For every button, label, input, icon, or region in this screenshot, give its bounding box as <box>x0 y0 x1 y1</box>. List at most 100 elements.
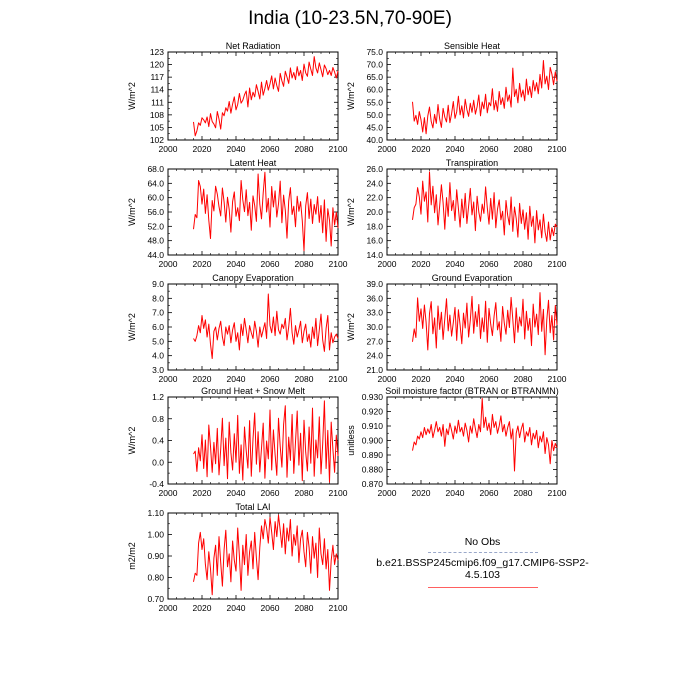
y-tick-label: 3.0 <box>152 365 164 375</box>
y-tick-label: 1.2 <box>152 392 164 402</box>
y-tick-label: 40.0 <box>366 135 383 145</box>
series-line-1 <box>193 293 339 360</box>
y-tick-label: 0.920 <box>362 407 384 417</box>
x-tick-label: 2060 <box>480 144 499 154</box>
y-axis-label: W/m^2 <box>127 82 137 110</box>
series-line-1 <box>193 171 339 252</box>
y-tick-label: 68.0 <box>147 164 164 174</box>
y-tick-label: 7.0 <box>152 308 164 318</box>
y-tick-label: -0.4 <box>149 479 164 489</box>
x-tick-label: 2080 <box>514 259 533 269</box>
y-tick-label: 56.0 <box>147 207 164 217</box>
y-tick-label: 27.0 <box>366 336 383 346</box>
y-tick-label: 0.90 <box>147 551 164 561</box>
y-tick-label: 102 <box>150 135 164 145</box>
y-axis-label: W/m^2 <box>127 427 137 455</box>
y-tick-label: 18.0 <box>366 221 383 231</box>
legend-model-line <box>427 587 538 588</box>
panel-title: Transpiration <box>446 158 498 168</box>
y-tick-label: 0.900 <box>362 436 384 446</box>
y-tick-label: 24.0 <box>366 178 383 188</box>
y-tick-label: 70.0 <box>366 60 383 70</box>
x-tick-label: 2020 <box>412 144 431 154</box>
y-tick-label: 16.0 <box>366 236 383 246</box>
x-tick-label: 2060 <box>480 259 499 269</box>
panel-title: Sensible Heat <box>444 41 501 51</box>
y-axis-label: W/m^2 <box>127 313 137 341</box>
x-tick-label: 2040 <box>227 144 246 154</box>
series-line-1 <box>412 171 558 244</box>
legend-obs-line <box>427 552 538 553</box>
y-tick-label: 0.70 <box>147 594 164 604</box>
x-tick-label: 2060 <box>261 488 280 498</box>
x-tick-label: 2000 <box>159 488 178 498</box>
x-tick-label: 2040 <box>227 603 246 613</box>
x-tick-label: 2100 <box>329 144 348 154</box>
x-tick-label: 2040 <box>446 144 465 154</box>
y-tick-label: 123 <box>150 47 164 57</box>
x-tick-label: 2000 <box>159 374 178 384</box>
x-tick-label: 2100 <box>548 488 567 498</box>
y-axis-label: W/m^2 <box>346 198 356 226</box>
y-tick-label: 44.0 <box>147 250 164 260</box>
x-tick-label: 2040 <box>227 488 246 498</box>
y-tick-label: 111 <box>151 97 164 107</box>
y-axis-label: W/m^2 <box>346 313 356 341</box>
x-tick-label: 2020 <box>412 259 431 269</box>
y-tick-label: 33.0 <box>366 308 383 318</box>
x-tick-label: 2020 <box>193 259 212 269</box>
y-tick-label: 0.890 <box>362 450 384 460</box>
chart-panel-3: Latent Heat 2000 2020 2040 2060 2080 2100 44.0 4… <box>127 158 348 269</box>
y-tick-label: 65.0 <box>366 72 383 82</box>
x-tick-label: 2020 <box>193 603 212 613</box>
x-tick-label: 2000 <box>159 259 178 269</box>
y-tick-label: 4.0 <box>152 351 164 361</box>
panel-title: Ground Heat + Snow Melt <box>201 386 305 396</box>
y-axis-label: m2/m2 <box>127 542 137 570</box>
x-tick-label: 2100 <box>329 259 348 269</box>
x-tick-label: 2080 <box>514 144 533 154</box>
y-tick-label: 6.0 <box>152 322 164 332</box>
y-tick-label: 14.0 <box>366 250 383 260</box>
y-axis-label: W/m^2 <box>346 82 356 110</box>
x-tick-label: 2040 <box>446 374 465 384</box>
x-tick-label: 2060 <box>261 603 280 613</box>
y-tick-label: 48.0 <box>147 236 164 246</box>
panel-title: Canopy Evaporation <box>212 273 294 283</box>
legend-model-label: b.e21.BSSP245cmip6.f09_g17.CMIP6-SSP2-4.… <box>376 557 589 581</box>
x-tick-label: 2040 <box>227 374 246 384</box>
legend-obs-label: No Obs <box>464 536 501 548</box>
x-tick-label: 2080 <box>514 488 533 498</box>
y-tick-label: 0.0 <box>152 457 164 467</box>
y-tick-label: 9.0 <box>152 279 164 289</box>
x-tick-label: 2000 <box>378 259 397 269</box>
y-tick-label: 21.0 <box>366 365 383 375</box>
y-tick-label: 0.80 <box>147 573 164 583</box>
y-tick-label: 0.930 <box>362 392 384 402</box>
y-tick-label: 64.0 <box>147 178 164 188</box>
series-line-1 <box>193 514 339 596</box>
y-tick-label: 1.10 <box>147 508 164 518</box>
y-tick-label: 75.0 <box>366 47 383 57</box>
x-tick-label: 2100 <box>329 488 348 498</box>
y-tick-label: 5.0 <box>152 336 164 346</box>
y-tick-label: 26.0 <box>366 164 383 174</box>
legend: No Obs b.e21.BSSP245cmip6.f09_g17.CMIP6-… <box>360 532 605 588</box>
y-tick-label: 45.0 <box>366 122 383 132</box>
y-tick-label: 120 <box>150 60 164 70</box>
chart-panel-2: Sensible Heat 2000 2020 2040 2060 2080 2100 40.… <box>346 41 567 154</box>
chart-panel-7: Ground Heat + Snow Melt 2000 2020 2040 2060 2… <box>127 386 348 498</box>
x-tick-label: 2060 <box>480 374 499 384</box>
x-tick-label: 2000 <box>378 488 397 498</box>
y-tick-label: 117 <box>150 72 164 82</box>
plot-frame <box>167 51 339 141</box>
series-line-1 <box>193 400 339 483</box>
y-tick-label: 1.00 <box>147 530 164 540</box>
panel-title: Latent Heat <box>230 158 277 168</box>
y-tick-label: 22.0 <box>366 193 383 203</box>
chart-panel-5: Canopy Evaporation 2000 2020 2040 2060 2080 21… <box>127 273 348 384</box>
chart-panel-8: Soil moisture factor (BTRAN or BTRANMN) 2… <box>346 386 567 498</box>
y-tick-label: 52.0 <box>147 221 164 231</box>
y-tick-label: 20.0 <box>366 207 383 217</box>
